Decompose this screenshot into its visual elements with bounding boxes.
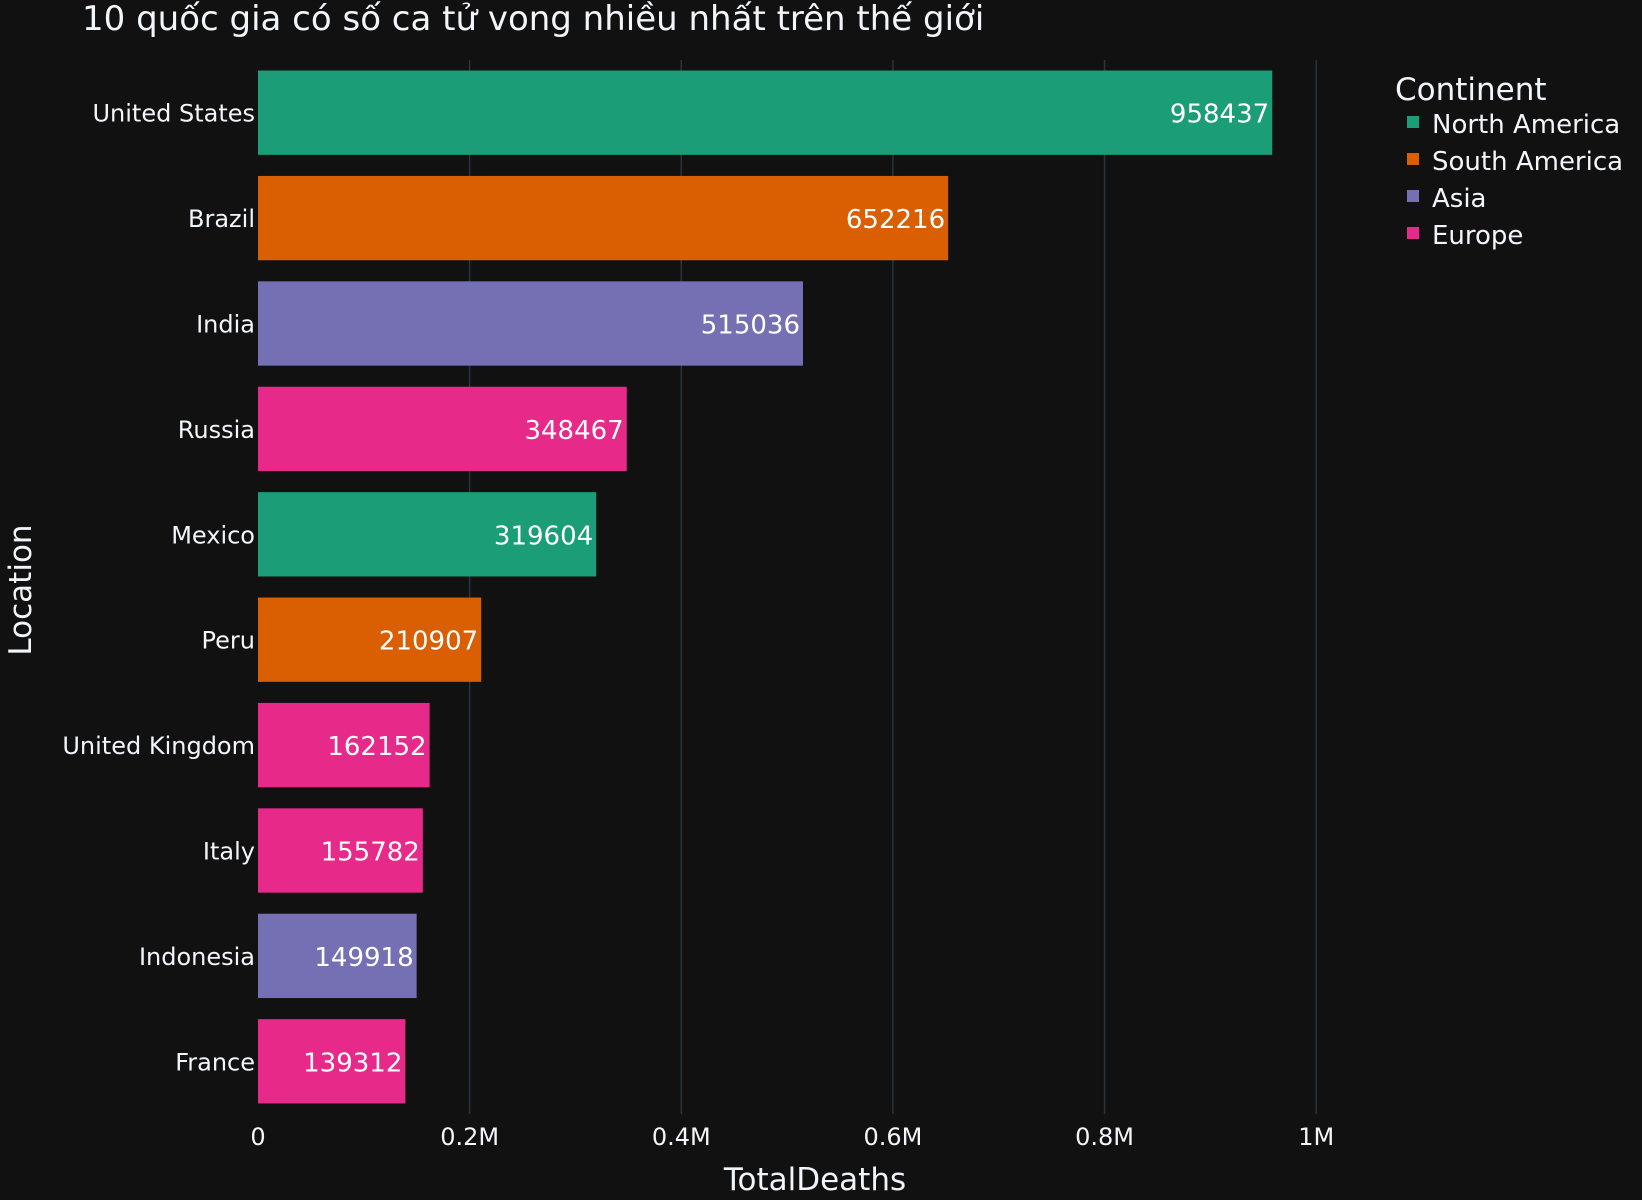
data-label: 210907: [379, 627, 478, 657]
x-tick-label: 1M: [1298, 1123, 1334, 1151]
data-label: 515036: [701, 311, 800, 341]
legend-swatch: [1407, 116, 1419, 128]
bar: [258, 702, 430, 788]
y-tick-label: Mexico: [171, 521, 255, 549]
y-tick-label: Russia: [178, 416, 255, 444]
y-tick-label: Italy: [203, 838, 255, 866]
legend-title: Continent: [1395, 72, 1547, 108]
bar: [258, 281, 804, 366]
y-tick-label: United States: [92, 100, 255, 128]
y-axis-title: Location: [3, 524, 39, 655]
bar: [258, 808, 423, 893]
y-axis-ticks: United States Brazil India Russia Mexico Peru…: [62, 100, 255, 1077]
data-label: 162152: [327, 732, 426, 762]
data-label: 149918: [314, 943, 413, 973]
bar: [258, 386, 627, 472]
legend-swatch: [1407, 227, 1419, 239]
x-tick-label: 0.8M: [1075, 1123, 1134, 1151]
legend: Continent North America South America Asia…: [1395, 72, 1623, 251]
bar: [258, 70, 1273, 155]
legend-label: Asia: [1432, 184, 1487, 214]
data-label: 652216: [846, 205, 945, 235]
data-label: 319604: [494, 521, 593, 551]
legend-swatch: [1407, 153, 1419, 165]
bar: [258, 1019, 406, 1104]
y-tick-label: France: [175, 1048, 255, 1076]
y-tick-label: India: [196, 311, 255, 339]
data-label: 139312: [303, 1048, 402, 1078]
y-tick-label: Indonesia: [139, 943, 255, 971]
bar: [258, 492, 597, 577]
y-tick-label: United Kingdom: [62, 732, 255, 760]
bar: [258, 175, 949, 261]
x-tick-label: 0: [250, 1123, 265, 1151]
y-tick-label: Brazil: [188, 205, 255, 233]
data-label: 958437: [1170, 100, 1269, 130]
legend-label: South America: [1432, 147, 1623, 177]
x-tick-label: 0.6M: [863, 1123, 922, 1151]
x-axis-title: TotalDeaths: [723, 1162, 906, 1198]
y-tick-label: Peru: [202, 627, 255, 655]
data-label: 155782: [321, 838, 420, 868]
data-label: 348467: [524, 416, 623, 446]
bar: [258, 913, 417, 999]
x-tick-label: 0.4M: [652, 1123, 711, 1151]
bars: 958437 652216 515036 348467 319604 210907 1621…: [258, 70, 1273, 1104]
x-tick-label: 0.2M: [440, 1123, 499, 1151]
bar: [258, 597, 482, 682]
x-axis-ticks: 0 0.2M 0.4M 0.6M 0.8M 1M: [250, 1123, 1334, 1151]
legend-label: North America: [1432, 110, 1620, 140]
chart-title: 10 quốc gia có số ca tử vong nhiều nhất …: [82, 0, 984, 39]
legend-swatch: [1407, 190, 1419, 202]
legend-label: Europe: [1432, 221, 1523, 251]
